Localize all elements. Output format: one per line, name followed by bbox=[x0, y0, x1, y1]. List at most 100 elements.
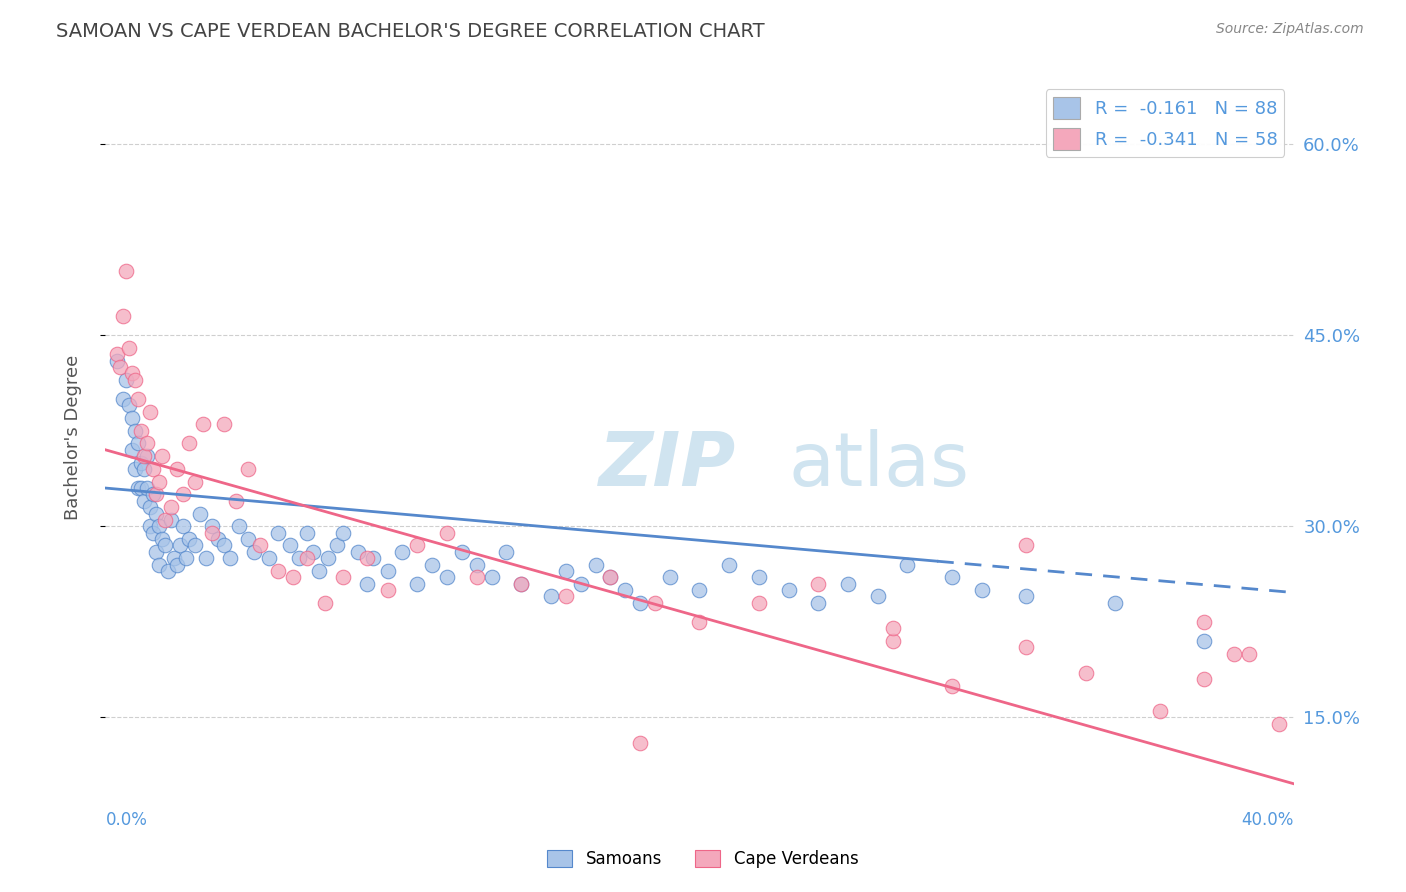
Point bbox=[127, 481, 149, 495]
Point bbox=[658, 570, 681, 584]
Point bbox=[121, 442, 143, 457]
Point bbox=[150, 449, 173, 463]
Point bbox=[127, 392, 149, 406]
Point bbox=[214, 417, 236, 432]
Legend: Samoans, Cape Verdeans: Samoans, Cape Verdeans bbox=[541, 843, 865, 875]
Point bbox=[145, 545, 167, 559]
Point bbox=[129, 424, 152, 438]
Point bbox=[481, 570, 503, 584]
Point bbox=[118, 341, 141, 355]
Point bbox=[159, 513, 181, 527]
Point bbox=[249, 538, 271, 552]
Point bbox=[866, 590, 889, 604]
Point bbox=[115, 373, 138, 387]
Point bbox=[689, 582, 711, 597]
Point bbox=[174, 551, 197, 566]
Point bbox=[145, 487, 167, 501]
Point bbox=[118, 398, 141, 412]
Point bbox=[177, 532, 200, 546]
Point bbox=[177, 436, 200, 450]
Point bbox=[689, 615, 711, 629]
Point bbox=[1194, 672, 1216, 686]
Point bbox=[450, 545, 472, 559]
Text: 0.0%: 0.0% bbox=[105, 811, 148, 829]
Point bbox=[127, 436, 149, 450]
Point bbox=[391, 545, 413, 559]
Point bbox=[465, 570, 488, 584]
Point bbox=[644, 596, 666, 610]
Point bbox=[148, 519, 170, 533]
Point bbox=[941, 570, 963, 584]
Point bbox=[1267, 716, 1289, 731]
Point bbox=[308, 564, 330, 578]
Point bbox=[124, 424, 146, 438]
Point bbox=[718, 558, 741, 572]
Point bbox=[614, 582, 637, 597]
Point bbox=[183, 475, 205, 489]
Point bbox=[599, 570, 621, 584]
Point bbox=[214, 538, 236, 552]
Point bbox=[1015, 538, 1038, 552]
Point bbox=[156, 564, 179, 578]
Point bbox=[510, 576, 533, 591]
Point bbox=[882, 621, 904, 635]
Point bbox=[356, 551, 378, 566]
Point bbox=[361, 551, 384, 566]
Point bbox=[316, 551, 339, 566]
Point bbox=[183, 538, 205, 552]
Point bbox=[225, 493, 247, 508]
Point bbox=[970, 582, 993, 597]
Point bbox=[121, 411, 143, 425]
Point bbox=[129, 481, 152, 495]
Point bbox=[287, 551, 309, 566]
Text: atlas: atlas bbox=[789, 429, 970, 502]
Point bbox=[142, 487, 165, 501]
Point bbox=[136, 449, 159, 463]
Point bbox=[1149, 704, 1171, 718]
Point bbox=[153, 513, 176, 527]
Point bbox=[163, 551, 186, 566]
Point bbox=[124, 373, 146, 387]
Point bbox=[297, 551, 319, 566]
Point bbox=[778, 582, 800, 597]
Point bbox=[356, 576, 378, 591]
Point bbox=[207, 532, 229, 546]
Point bbox=[377, 582, 399, 597]
Point bbox=[896, 558, 918, 572]
Text: Source: ZipAtlas.com: Source: ZipAtlas.com bbox=[1216, 22, 1364, 37]
Point bbox=[377, 564, 399, 578]
Text: ZIP: ZIP bbox=[599, 429, 735, 502]
Point bbox=[148, 475, 170, 489]
Point bbox=[132, 493, 155, 508]
Point bbox=[1104, 596, 1126, 610]
Text: SAMOAN VS CAPE VERDEAN BACHELOR'S DEGREE CORRELATION CHART: SAMOAN VS CAPE VERDEAN BACHELOR'S DEGREE… bbox=[56, 22, 765, 41]
Point bbox=[267, 564, 290, 578]
Point bbox=[139, 500, 162, 515]
Point bbox=[219, 551, 242, 566]
Point bbox=[628, 736, 651, 750]
Point bbox=[112, 309, 135, 323]
Point bbox=[628, 596, 651, 610]
Point bbox=[569, 576, 592, 591]
Point bbox=[554, 564, 576, 578]
Point bbox=[540, 590, 562, 604]
Point bbox=[124, 462, 146, 476]
Point bbox=[347, 545, 370, 559]
Point bbox=[1015, 640, 1038, 655]
Point bbox=[243, 545, 266, 559]
Point bbox=[201, 525, 224, 540]
Point bbox=[406, 576, 429, 591]
Point bbox=[148, 558, 170, 572]
Point bbox=[406, 538, 429, 552]
Point bbox=[112, 392, 135, 406]
Point bbox=[297, 525, 319, 540]
Point bbox=[332, 525, 354, 540]
Point bbox=[159, 500, 181, 515]
Point bbox=[267, 525, 290, 540]
Point bbox=[510, 576, 533, 591]
Point bbox=[807, 576, 830, 591]
Point bbox=[1223, 647, 1246, 661]
Point bbox=[169, 538, 191, 552]
Point bbox=[332, 570, 354, 584]
Y-axis label: Bachelor's Degree: Bachelor's Degree bbox=[63, 354, 82, 520]
